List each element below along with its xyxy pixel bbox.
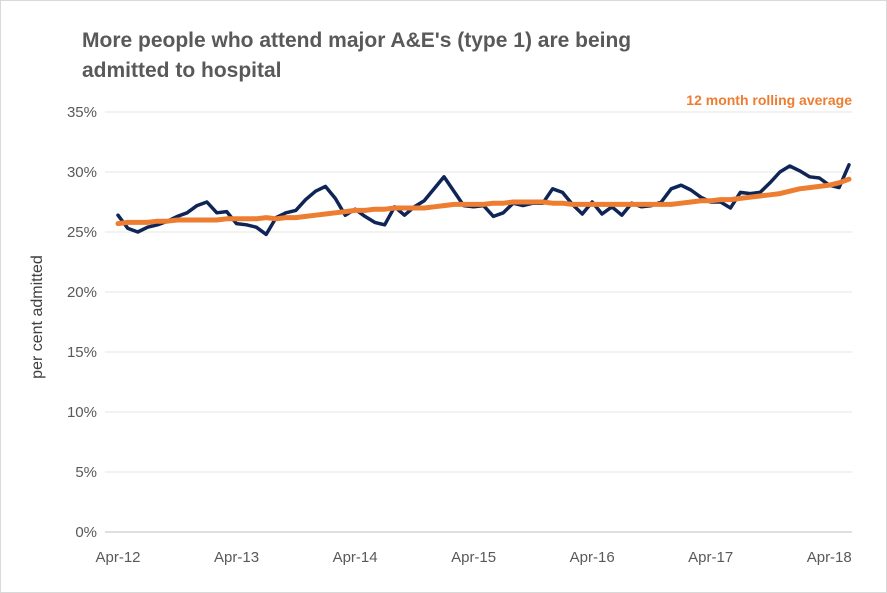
x-tick-label: Apr-16: [570, 549, 615, 566]
x-tick-label: Apr-13: [214, 549, 259, 566]
y-tick-label: 10%: [67, 404, 97, 421]
y-tick-label: 20%: [67, 284, 97, 301]
y-tick-label: 0%: [75, 524, 97, 541]
x-tick-label: Apr-18: [807, 549, 852, 566]
rolling-average-line: [115, 176, 852, 227]
y-tick-label: 5%: [75, 464, 97, 481]
y-tick-label: 30%: [67, 164, 97, 181]
x-tick-label: Apr-14: [333, 549, 378, 566]
x-tick-label: Apr-15: [451, 549, 496, 566]
gridlines: [105, 111, 852, 533]
chart-title: More people who attend major A&E's (type…: [82, 29, 632, 82]
y-tick-label: 35%: [67, 104, 97, 121]
y-axis-title: per cent admitted: [29, 255, 46, 379]
x-tick-label: Apr-12: [95, 549, 140, 566]
series-layer: [115, 163, 852, 237]
y-axis-ticks: 0% 5% 10% 15% 20% 25% 30% 35%: [67, 104, 97, 541]
x-axis-ticks: Apr-12 Apr-13 Apr-14 Apr-15 Apr-16 Apr-17 Apr-…: [95, 549, 851, 566]
y-tick-label: 15%: [67, 344, 97, 361]
x-tick-label: Apr-17: [688, 549, 733, 566]
rolling-average-label: 12 month rolling average: [686, 92, 852, 108]
y-tick-label: 25%: [67, 224, 97, 241]
